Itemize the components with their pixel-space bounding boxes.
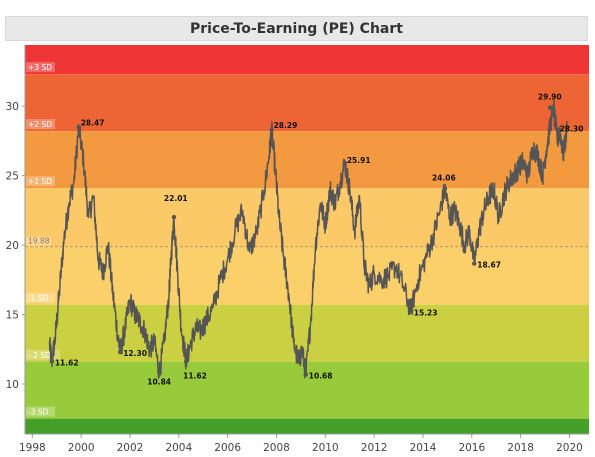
x-tick-label: 2016 [458,442,485,454]
x-tick-label: 2004 [165,442,192,454]
axes: 10 15 20 25 30 1998 2000 2002 2004 2006 2008 2010 20… [6,45,589,454]
annotation-label: 28.47 [81,118,105,127]
x-tick-label: 2014 [410,442,437,454]
sd-label-0: +3 SD [28,63,52,72]
sd-labels: +3 SD +2 SD +1 SD -1 SD - 2 SD -3 SD [26,62,60,417]
y-tick-label: 25 [6,171,19,183]
annotation-label: 10.68 [309,372,333,381]
sd-label-2: +1 SD [28,177,52,186]
annotation-marker [303,372,308,377]
sd-band-0 [25,45,589,75]
annotation-marker [171,214,177,220]
x-tick-label: 2008 [263,442,290,454]
annotation-label: 24.06 [432,174,456,183]
y-tick-label: 20 [6,240,19,252]
sd-label-bg-0 [26,62,55,73]
annotation-label: 18.67 [477,261,501,270]
y-tick-label: 15 [6,310,19,322]
sd-band-6 [25,361,589,419]
x-tick-label: 2000 [68,442,95,454]
x-tick-label: 2006 [214,442,241,454]
annotation-marker [472,261,477,266]
annotation-label: 11.62 [55,358,79,367]
sd-band-1 [25,74,589,132]
annotation-label: 28.29 [274,121,298,130]
x-tick-label: 2018 [507,442,534,454]
sd-label-bg-4 [26,292,55,303]
annotation-marker [442,186,448,191]
annotation-label: 22.01 [164,194,188,203]
annotation-marker [557,127,562,132]
annotations: 11.62 28.47 12.30 10.84 22.01 11.62 28.29 10.68… [49,93,584,386]
sd-label-4: -1 SD [28,294,49,303]
annotation-marker [183,359,189,364]
mean-line-group: 19.88 [25,236,589,248]
sd-label-5: - 2 SD [28,351,51,360]
x-tick-label: 2012 [361,442,388,454]
sd-label-1: +2 SD [28,120,52,129]
annotation-label: 28.30 [560,125,584,134]
sd-label-bg-1 [26,119,55,130]
y-tick-label: 30 [6,101,19,113]
x-tick-label: 2010 [312,442,339,454]
sd-label-bg-6 [26,406,55,417]
annotation-marker [547,105,553,110]
mean-label-bg [26,236,51,246]
annotation-marker [342,160,348,166]
pe-line [48,99,568,379]
annotation-label: 29.90 [538,93,562,102]
annotation-label: 10.84 [147,377,171,386]
annotation-label: 25.91 [347,156,371,165]
annotation-marker [49,359,55,364]
sd-band-4 [25,246,589,305]
x-tick-label: 2020 [556,442,583,454]
annotation-label: 12.30 [123,349,147,358]
x-tick-label: 2002 [117,442,144,454]
mean-label: 19.88 [28,237,50,246]
sd-label-bg-2 [26,176,55,187]
annotation-label: 11.62 [183,371,207,380]
annotation-marker [269,127,274,133]
annotation-marker [157,370,162,375]
x-tick-label: 1998 [19,442,46,454]
annotation-marker [76,125,81,130]
annotation-label: 15.23 [414,308,438,317]
chart-title: Price-To-Earning (PE) Chart [5,16,588,41]
annotation-marker [408,309,413,314]
sd-band-7 [25,418,589,434]
sd-band-2 [25,131,589,189]
y-tick-label: 10 [6,379,19,391]
sd-label-bg-5 [26,349,60,360]
annotation-marker [118,349,123,355]
sd-label-6: -3 SD [28,408,49,417]
